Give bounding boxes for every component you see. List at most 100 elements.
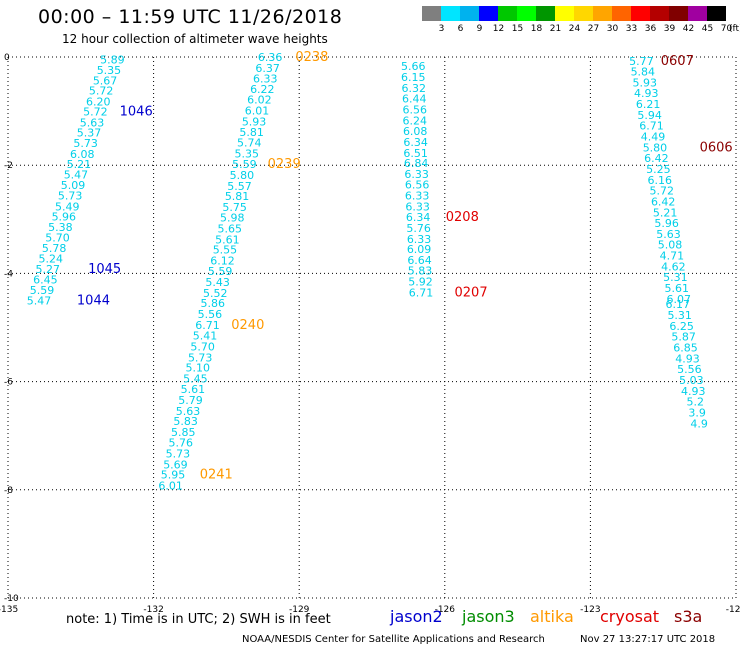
wave-height-label: 5.24 (38, 252, 63, 265)
wave-height-label: 5.72 (649, 185, 674, 198)
wave-height-label: 5.27 (36, 263, 61, 276)
wave-height-label: 6.45 (33, 273, 58, 286)
wave-height-label: 5.73 (166, 448, 191, 461)
scale-label: 24 (568, 24, 581, 34)
wave-height-label: 6.32 (401, 82, 426, 95)
wave-height-label: 6.07 (666, 293, 691, 306)
wave-height-label: 5.61 (665, 282, 690, 295)
legend-cryosat: cryosat (600, 607, 660, 626)
scale-label: 36 (644, 24, 657, 34)
wave-height-label: 5.52 (203, 287, 228, 300)
wave-height-label: 5.92 (408, 276, 433, 289)
wave-height-label: 5.25 (646, 163, 671, 176)
wave-height-label: 6.24 (402, 114, 427, 127)
wave-height-label: 6.51 (403, 147, 428, 160)
scale-label: 3 (438, 24, 445, 34)
wave-height-label: 6.71 (195, 319, 220, 332)
wave-height-label: 5.81 (225, 190, 250, 203)
wave-height-label: 5.31 (667, 309, 692, 322)
wave-height-label: 6.56 (402, 103, 427, 116)
wave-height-label: 5.80 (230, 169, 255, 182)
wave-height-label: 5.77 (629, 55, 654, 68)
wave-height-label: 6.22 (250, 83, 275, 96)
wave-height-label: 5.47 (27, 294, 52, 307)
scale-label: 15 (511, 24, 524, 34)
legend-altika: altika (530, 607, 574, 626)
wave-height-label: 5.47 (64, 168, 89, 181)
wave-height-label: 5.73 (58, 189, 83, 202)
wave-height-label: 5.2 (686, 396, 704, 409)
wave-height-label: 5.10 (186, 362, 211, 375)
wave-height-label: 6.36 (258, 51, 283, 64)
wave-height-label: 5.81 (239, 126, 264, 139)
wave-height-label: 5.31 (663, 271, 688, 284)
wave-height-label: 5.61 (215, 233, 240, 246)
wave-height-label: 6.42 (651, 195, 676, 208)
wave-height-label: 5.61 (181, 383, 206, 396)
wave-height-label: 5.21 (653, 206, 678, 219)
scale-label: 45 (701, 24, 714, 34)
wave-height-label: 5.59 (208, 265, 233, 278)
wave-height-label: 6.84 (404, 157, 429, 170)
legend-jason3: jason3 (462, 607, 515, 626)
scale-label: 33 (625, 24, 638, 34)
wave-height-label: 6.01 (245, 105, 270, 118)
wave-height-label: 5.56 (677, 363, 702, 376)
wave-height-label: 6.37 (255, 62, 280, 75)
legend-jason2: jason2 (390, 607, 443, 626)
scale-label: 18 (530, 24, 543, 34)
scale-label: 6 (457, 24, 464, 34)
wave-height-label: 6.34 (403, 136, 428, 149)
wave-height-label: 5.85 (171, 426, 196, 439)
chart-subtitle: 12 hour collection of altimeter wave hei… (62, 32, 328, 46)
footer-credit: NOAA/NESDIS Center for Satellite Applica… (242, 634, 545, 645)
wave-height-label: 5.56 (198, 308, 223, 321)
wave-height-label: 5.95 (161, 469, 186, 482)
scale-label: 27 (587, 24, 600, 34)
wave-height-label: 5.35 (235, 147, 260, 160)
x-tick-label: -126 (435, 605, 456, 615)
wave-height-label: 6.42 (644, 152, 669, 165)
wave-height-label: 5.75 (222, 201, 247, 214)
chart-title: 00:00 – 11:59 UTC 11/26/2018 (38, 6, 343, 28)
pass-time-label: 0241 (200, 468, 233, 483)
scale-label: 39 (663, 24, 676, 34)
y-tick-label: -4 (4, 269, 13, 279)
pass-time-label: 1045 (88, 262, 121, 277)
wave-height-label: 5.63 (176, 405, 201, 418)
wave-height-label: 5.79 (178, 394, 203, 407)
wave-height-label: 5.45 (183, 372, 208, 385)
x-tick-label: -135 (0, 605, 18, 615)
wave-height-label: 6.16 (648, 174, 673, 187)
wave-height-label: 5.74 (237, 136, 262, 149)
scale-label: 21 (549, 24, 562, 34)
scale-label: 42 (682, 24, 695, 34)
wave-height-label: 6.85 (673, 342, 698, 355)
wave-height-label: 6.20 (86, 95, 111, 108)
wave-height-label: 4.93 (681, 385, 706, 398)
wave-height-label: 6.17 (666, 298, 691, 311)
scale-label: 9 (476, 24, 483, 34)
wave-height-label: 6.12 (210, 254, 235, 267)
wave-height-label: 5.72 (89, 85, 114, 98)
wave-height-label: 5.66 (401, 60, 426, 73)
wave-height-label: 3.9 (688, 406, 706, 419)
wave-height-label: 6.44 (402, 93, 427, 106)
wave-height-label: 5.96 (52, 211, 77, 224)
wave-height-label: 5.69 (163, 458, 188, 471)
wave-height-label: 5.59 (232, 158, 257, 171)
wave-height-label: 5.41 (193, 330, 218, 343)
wave-height-label: 5.72 (83, 106, 108, 119)
wave-height-label: 6.34 (406, 211, 431, 224)
wave-height-label: 5.94 (637, 109, 662, 122)
wave-height-label: 6.02 (247, 94, 272, 107)
wave-height-label: 4.62 (661, 260, 686, 273)
wave-height-label: 6.33 (405, 200, 430, 213)
wave-height-label: 5.89 (100, 54, 125, 67)
wave-height-label: 6.33 (405, 189, 430, 202)
wave-height-label: 5.78 (42, 242, 67, 255)
wave-height-label: 5.38 (48, 221, 73, 234)
scale-label: 30 (606, 24, 619, 34)
